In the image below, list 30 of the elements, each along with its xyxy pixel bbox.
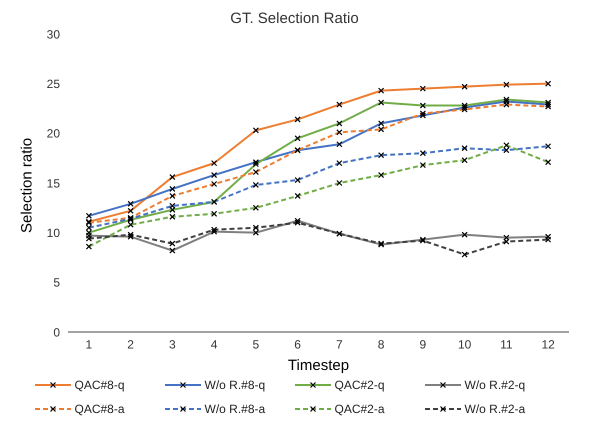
x-axis-title: Timestep [288, 357, 350, 374]
y-tick-label: 10 [46, 226, 60, 240]
x-tick-label: 11 [500, 338, 513, 352]
y-tick-label: 0 [53, 325, 60, 340]
legend-label: QAC#2-a [334, 402, 385, 416]
x-tick-label: 12 [541, 338, 556, 352]
x-tick-label: 7 [336, 338, 344, 352]
legend-label: W/o R.#2-q [464, 378, 526, 392]
y-tick-label: 30 [46, 27, 60, 42]
x-tick-label: 9 [420, 338, 427, 352]
legend-label: QAC#2-q [334, 378, 385, 392]
y-tick-label: 15 [46, 176, 60, 190]
x-tick-label: 8 [378, 338, 385, 352]
x-tick-label: 2 [127, 338, 134, 352]
x-tick-label: 1 [86, 338, 93, 352]
x-tick-label: 6 [294, 338, 302, 352]
legend-label: QAC#8-a [74, 402, 125, 416]
legend-label: W/o R.#8-a [204, 402, 266, 416]
legend-label: QAC#8-q [74, 378, 125, 392]
x-tick-label: 4 [210, 338, 218, 352]
y-axis-title: Selection ratio [18, 138, 36, 233]
x-tick-label: 5 [252, 338, 260, 352]
x-tick-label: 10 [458, 338, 472, 352]
x-tick-label: 3 [169, 338, 176, 352]
legend-label: W/o R.#2-a [464, 402, 526, 416]
chart-title: GT. Selection Ratio [230, 10, 359, 27]
y-tick-label: 25 [46, 76, 60, 91]
y-tick-label: 20 [46, 126, 60, 141]
legend-label: W/o R.#8-q [204, 378, 266, 392]
y-tick-label: 5 [53, 276, 60, 290]
